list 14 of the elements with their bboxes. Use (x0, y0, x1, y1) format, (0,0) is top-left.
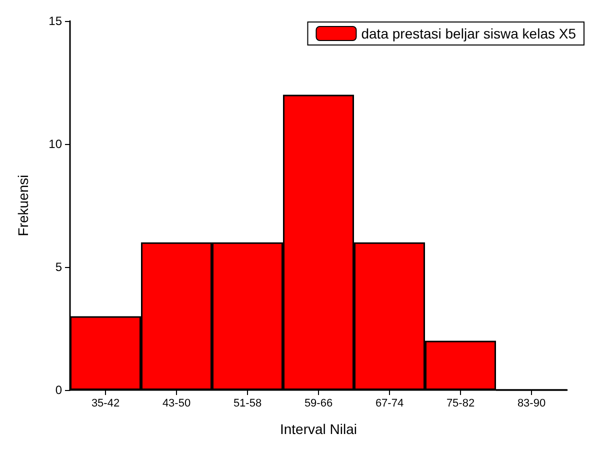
x-tick-label: 75-82 (446, 398, 475, 410)
y-tick-label: 10 (48, 137, 62, 151)
y-tick-label: 15 (48, 14, 62, 28)
x-tick-label: 67-74 (375, 398, 404, 410)
x-tick-label: 59-66 (304, 398, 333, 410)
x-tick-label: 43-50 (162, 398, 191, 410)
x-tick-label: 83-90 (517, 398, 546, 410)
x-axis-title: Interval Nilai (280, 421, 358, 437)
legend-label: data prestasi beljar siswa kelas X5 (361, 26, 576, 42)
y-axis-title: Frekuensi (15, 174, 31, 236)
x-tick-label: 51-58 (233, 398, 262, 410)
y-tick-label: 5 (55, 260, 62, 274)
y-tick-label: 0 (55, 383, 62, 397)
x-tick-label: 35-42 (91, 398, 120, 410)
